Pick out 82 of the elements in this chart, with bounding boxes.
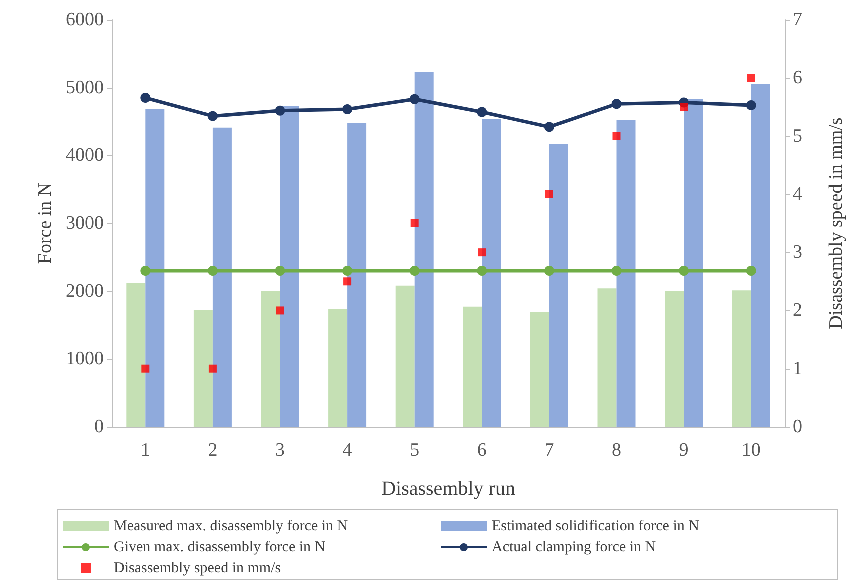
point xyxy=(680,103,688,112)
point xyxy=(208,266,218,276)
y2-tick-label: 0 xyxy=(793,416,802,438)
bar xyxy=(482,119,502,427)
legend-label: Estimated solidification force in N xyxy=(492,518,700,534)
point xyxy=(612,266,622,276)
bar xyxy=(146,110,165,427)
point xyxy=(746,100,756,110)
point xyxy=(410,94,420,104)
point xyxy=(612,99,622,110)
point xyxy=(544,122,554,132)
y-tick-label: 3000 xyxy=(66,213,104,234)
y2-tick-label: 5 xyxy=(793,126,802,147)
x-tick-label: 6 xyxy=(477,440,487,461)
y2-tick-label: 6 xyxy=(793,68,802,89)
point xyxy=(142,364,150,373)
bar xyxy=(194,310,213,427)
point xyxy=(342,266,353,276)
y-tick-label: 1000 xyxy=(66,348,104,370)
point xyxy=(746,266,756,276)
y-tick-label: 6000 xyxy=(66,10,104,30)
legend-label: Measured max. disassembly force in N xyxy=(114,518,348,534)
bar xyxy=(396,286,415,427)
point xyxy=(140,266,151,276)
x-tick-label: 7 xyxy=(544,440,554,461)
bar xyxy=(530,312,550,427)
y2-tick-label: 2 xyxy=(793,300,802,322)
point xyxy=(140,93,151,104)
point xyxy=(344,278,352,286)
point xyxy=(410,220,419,228)
bar xyxy=(751,84,770,427)
y-tick-label: 4000 xyxy=(66,145,104,166)
y-tick-label: 0 xyxy=(94,416,104,438)
y-tick-label: 5000 xyxy=(66,77,104,98)
bar xyxy=(549,144,568,427)
point xyxy=(208,364,217,373)
bar xyxy=(328,308,348,427)
point xyxy=(275,106,286,116)
point xyxy=(747,74,756,82)
bar xyxy=(463,306,482,427)
x-tick-label: 2 xyxy=(208,440,218,461)
bar xyxy=(684,99,704,427)
point xyxy=(544,266,554,276)
y2-tick-label: 7 xyxy=(793,10,802,30)
legend-label: Given max. disassembly force in N xyxy=(114,540,326,556)
bar xyxy=(280,106,300,427)
point xyxy=(545,190,554,198)
point xyxy=(679,266,690,276)
bar xyxy=(348,123,367,427)
point xyxy=(342,104,353,115)
legend-label: Disassembly speed in mm/s xyxy=(114,560,282,576)
point xyxy=(410,266,420,276)
x-axis-title: Disassembly run xyxy=(382,478,516,500)
bar xyxy=(598,288,617,427)
y-axis-title: Force in N xyxy=(35,182,56,264)
x-tick-label: 8 xyxy=(612,440,622,461)
bar xyxy=(616,120,636,427)
y-tick-label: 2000 xyxy=(66,280,104,302)
y2-tick-label: 4 xyxy=(793,184,803,205)
bar xyxy=(414,72,434,427)
point xyxy=(477,266,488,276)
x-tick-label: 4 xyxy=(342,440,353,461)
point xyxy=(612,132,621,140)
x-tick-label: 10 xyxy=(742,440,761,461)
bar xyxy=(261,291,280,427)
bar xyxy=(732,290,752,427)
point xyxy=(477,107,488,118)
bar xyxy=(212,128,232,427)
y2-tick-label: 1 xyxy=(793,358,802,380)
point xyxy=(478,248,486,257)
bar xyxy=(126,283,146,427)
x-tick-label: 9 xyxy=(679,440,689,461)
y2-axis-title: Disassembly speed in mm/s xyxy=(826,118,847,330)
x-tick-label: 5 xyxy=(410,440,420,461)
point xyxy=(275,266,286,276)
y2-tick-label: 3 xyxy=(793,242,802,264)
x-tick-label: 1 xyxy=(140,440,150,461)
point xyxy=(208,111,218,122)
legend-label: Actual clamping force in N xyxy=(492,540,656,556)
x-tick-label: 3 xyxy=(276,440,285,461)
point xyxy=(276,306,284,315)
bar xyxy=(665,291,684,427)
